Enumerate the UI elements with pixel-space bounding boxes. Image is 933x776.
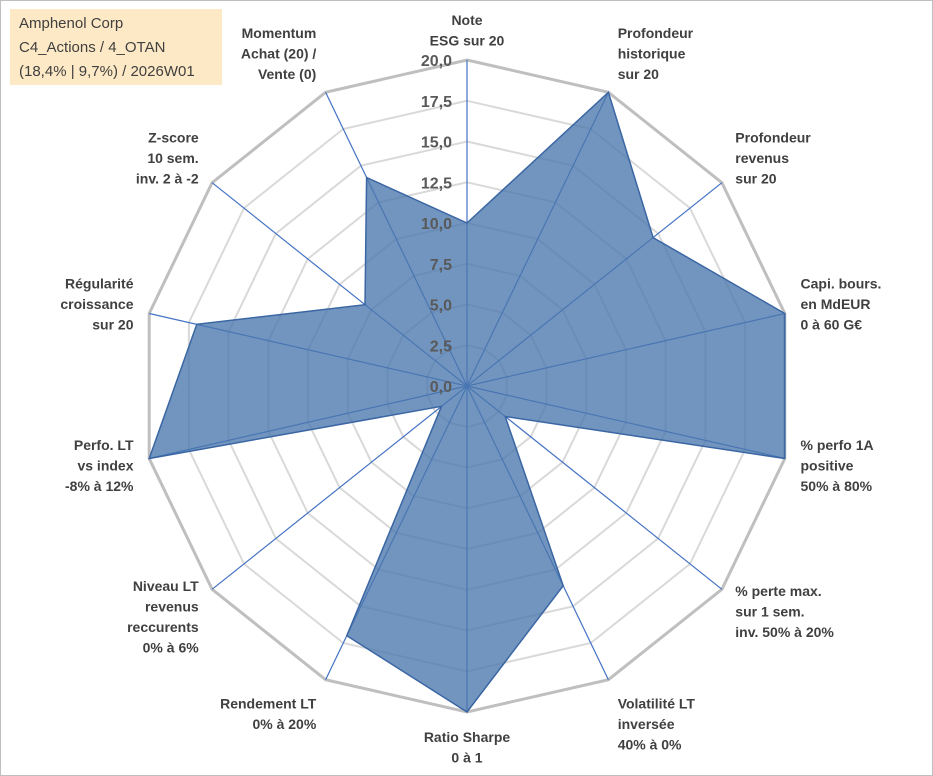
axis-label-11: Régularité croissance sur 20 <box>60 275 133 332</box>
radial-tick-labels: 0,0 2,5 5,0 7,5 10,0 12,5 15,0 17,5 20,0 <box>421 53 452 396</box>
tick-label: 7,5 <box>430 257 452 274</box>
axis-label-12: Z-score 10 sem. inv. 2 à -2 <box>136 130 199 187</box>
axis-label-7: Ratio Sharpe 0 à 1 <box>424 729 511 766</box>
axis-label-13: Momentum Achat (20) / Vente (0) <box>241 25 317 82</box>
tick-label: 10,0 <box>421 216 452 233</box>
axis-label-4: % perfo 1A positive 50% à 80% <box>801 437 874 494</box>
axis-label-0: Note ESG sur 20 <box>430 12 505 49</box>
axis-label-1: Profondeur historique sur 20 <box>618 25 694 82</box>
tick-label: 0,0 <box>430 379 452 396</box>
info-box: Amphenol Corp C4_Actions / 4_OTAN (18,4%… <box>10 9 222 85</box>
axis-labels: Note ESG sur 20 Profondeur historique sur 20… <box>60 12 881 766</box>
axis-label-5: % perte max. sur 1 sem. inv. 50% à 20% <box>735 583 834 640</box>
axis-label-6: Volatilité LT inversée 40% à 0% <box>618 696 696 753</box>
axis-label-8: Rendement LT 0% à 20% <box>220 696 317 733</box>
company-name: Amphenol Corp <box>19 15 124 32</box>
stats-label: (18,4% | 9,7%) / 2026W01 <box>19 63 195 80</box>
tick-label: 5,0 <box>430 298 452 315</box>
tick-label: 2,5 <box>430 338 452 355</box>
tick-label: 20,0 <box>421 53 452 70</box>
radar-series-area <box>148 90 786 714</box>
axis-label-2: Profondeur revenus sur 20 <box>735 130 811 187</box>
category-label: C4_Actions / 4_OTAN <box>19 39 166 56</box>
axis-label-3: Capi. bours. en MdEUR 0 à 60 G€ <box>801 275 882 332</box>
axis-spoke <box>211 385 468 590</box>
series-area <box>148 90 786 714</box>
axis-label-10: Perfo. LT vs index -8% à 12% <box>65 437 134 494</box>
tick-label: 15,0 <box>421 135 452 152</box>
tick-label: 17,5 <box>421 94 452 111</box>
axis-spoke <box>466 385 723 590</box>
axis-label-9: Niveau LT revenus reccurents 0% à 6% <box>127 578 199 656</box>
tick-label: 12,5 <box>421 175 452 192</box>
